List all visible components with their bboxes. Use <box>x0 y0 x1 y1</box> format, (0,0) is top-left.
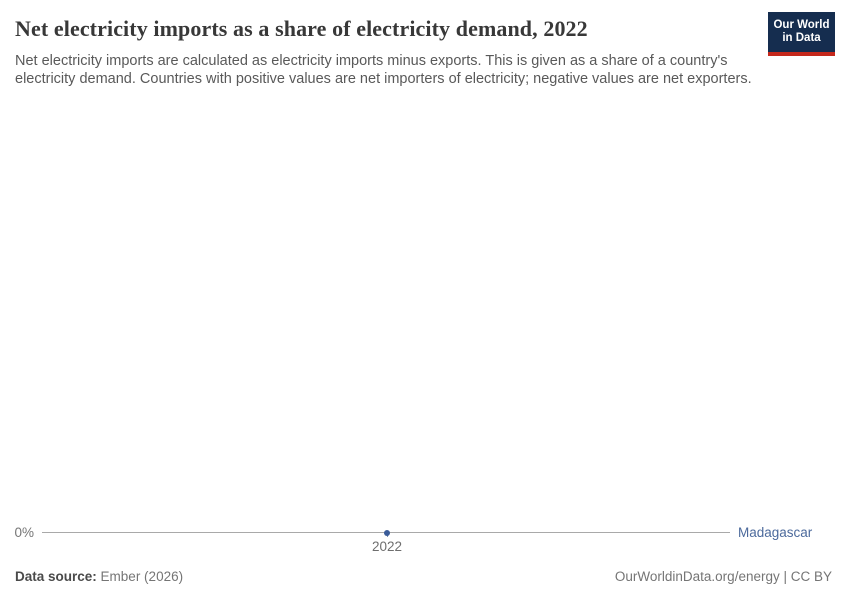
y-axis-zero-label: 0% <box>14 525 34 540</box>
owid-logo-line1: Our World <box>773 18 830 31</box>
chart-subtitle: Net electricity imports are calculated a… <box>15 53 752 87</box>
plot-area: 0% 2022 Madagascar <box>0 110 850 560</box>
owid-logo[interactable]: Our World in Data <box>768 12 835 56</box>
attribution-license[interactable]: OurWorldinData.org/energy | CC BY <box>614 569 832 584</box>
data-point-madagascar-2022[interactable] <box>384 529 390 536</box>
x-axis-year-label: 2022 <box>371 539 403 554</box>
data-source-note: Data source: Ember (2026) <box>15 569 183 584</box>
owid-logo-line2: in Data <box>782 32 821 44</box>
data-source-label: Data source: <box>15 569 97 584</box>
chart-footer: Data source: Ember (2026) OurWorldinData… <box>15 569 832 584</box>
page-title: Net electricity imports as a share of el… <box>15 16 588 41</box>
entity-label-madagascar[interactable]: Madagascar <box>738 525 813 540</box>
data-source-value[interactable]: Ember (2026) <box>100 569 184 584</box>
